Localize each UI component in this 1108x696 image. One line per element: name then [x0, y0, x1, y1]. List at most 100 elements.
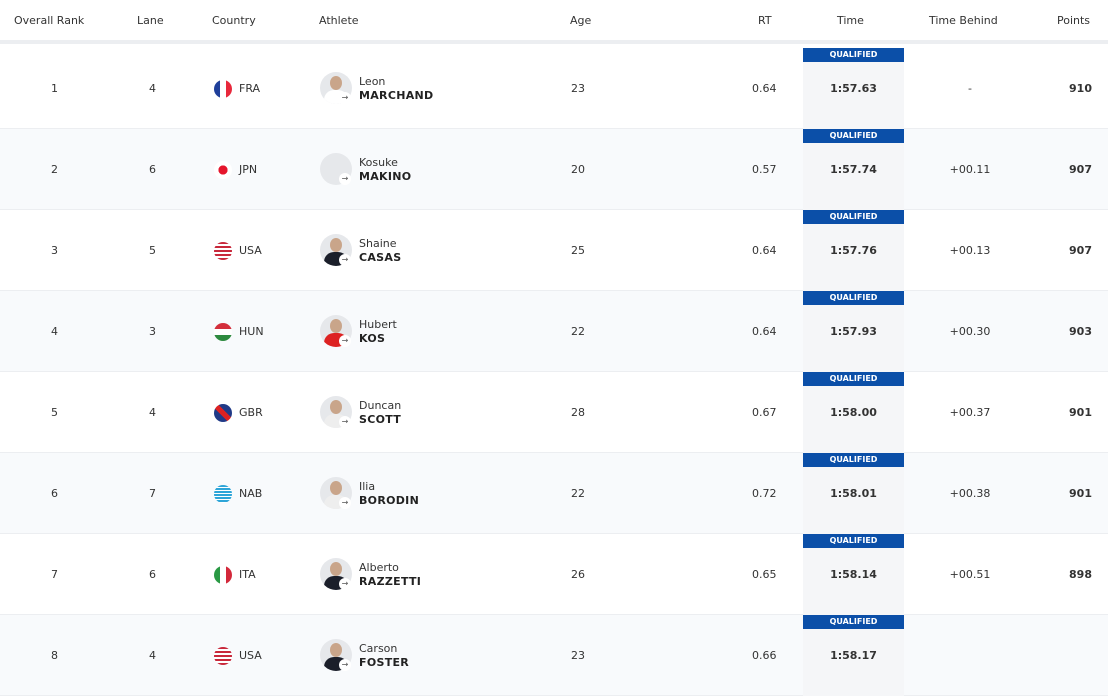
athlete-avatar[interactable]: [320, 396, 352, 428]
ita-flag-icon: [214, 566, 232, 584]
athlete-last-name[interactable]: FOSTER: [359, 656, 410, 669]
age: 20: [571, 163, 585, 176]
lane: 7: [149, 487, 156, 500]
rank: 6: [51, 487, 58, 500]
points: 898: [1069, 568, 1092, 581]
athlete-last-name[interactable]: MARCHAND: [359, 89, 434, 102]
country-code: USA: [239, 244, 262, 257]
table-row[interactable]: QUALIFIED 1 4 FRA → Leon MARCHAND 23 0.6…: [0, 48, 1108, 129]
time-behind: +00.38: [949, 487, 991, 500]
qualified-badge: QUALIFIED: [803, 210, 904, 224]
athlete-first-name[interactable]: Leon: [359, 75, 386, 88]
age: 25: [571, 244, 585, 257]
rank: 5: [51, 406, 58, 419]
athlete-last-name[interactable]: BORODIN: [359, 494, 420, 507]
athlete-first-name[interactable]: Ilia: [359, 480, 376, 493]
athlete-first-name[interactable]: Carson: [359, 642, 398, 655]
age: 22: [571, 325, 585, 338]
header-country[interactable]: Country: [212, 14, 256, 27]
arrow-right-icon[interactable]: →: [339, 659, 351, 671]
country-code: USA: [239, 649, 262, 662]
table-row[interactable]: QUALIFIED 3 5 USA → Shaine CASAS 25 0.64…: [0, 210, 1108, 291]
table-row[interactable]: QUALIFIED 4 3 HUN → Hubert KOS 22 0.64 1…: [0, 291, 1108, 372]
athlete-last-name[interactable]: RAZZETTI: [359, 575, 422, 588]
time: 1:57.93: [830, 325, 877, 338]
time-behind: +00.51: [949, 568, 991, 581]
header-time-behind[interactable]: Time Behind: [929, 14, 998, 27]
country-code: FRA: [239, 82, 261, 95]
athlete-last-name[interactable]: CASAS: [359, 251, 402, 264]
table-row[interactable]: QUALIFIED 2 6 JPN → Kosuke MAKINO 20 0.5…: [0, 129, 1108, 210]
age: 28: [571, 406, 585, 419]
points: 901: [1069, 487, 1092, 500]
reaction-time: 0.66: [752, 649, 777, 662]
reaction-time: 0.64: [752, 244, 777, 257]
athlete-last-name[interactable]: KOS: [359, 332, 386, 345]
athlete-last-name[interactable]: MAKINO: [359, 170, 412, 183]
athlete-last-name[interactable]: SCOTT: [359, 413, 402, 426]
athlete-first-name[interactable]: Shaine: [359, 237, 397, 250]
fra-flag-icon: [214, 80, 232, 98]
table-header: Overall Rank Lane Country Athlete Age RT…: [0, 0, 1108, 44]
usa-flag-icon: [214, 242, 232, 260]
table-row[interactable]: QUALIFIED 8 4 USA → Carson FOSTER 23 0.6…: [0, 615, 1108, 696]
lane: 4: [149, 649, 156, 662]
athlete-first-name[interactable]: Alberto: [359, 561, 399, 574]
points: 907: [1069, 244, 1092, 257]
points: 907: [1069, 163, 1092, 176]
arrow-right-icon[interactable]: →: [339, 578, 351, 590]
arrow-right-icon[interactable]: →: [339, 416, 351, 428]
qualified-badge: QUALIFIED: [803, 129, 904, 143]
time-behind: +00.30: [949, 325, 991, 338]
reaction-time: 0.64: [752, 82, 777, 95]
lane: 5: [149, 244, 156, 257]
header-rt[interactable]: RT: [758, 14, 772, 27]
time: 1:57.76: [830, 244, 877, 257]
arrow-right-icon[interactable]: →: [339, 335, 351, 347]
arrow-right-icon[interactable]: →: [339, 173, 351, 185]
qualified-badge: QUALIFIED: [803, 291, 904, 305]
header-time[interactable]: Time: [837, 14, 864, 27]
time-behind: -: [968, 82, 972, 95]
rank: 3: [51, 244, 58, 257]
reaction-time: 0.67: [752, 406, 777, 419]
country-code: NAB: [239, 487, 263, 500]
reaction-time: 0.72: [752, 487, 777, 500]
header-athlete[interactable]: Athlete: [319, 14, 359, 27]
points: 901: [1069, 406, 1092, 419]
qualified-badge: QUALIFIED: [803, 453, 904, 467]
qualified-badge: QUALIFIED: [803, 615, 904, 629]
lane: 3: [149, 325, 156, 338]
reaction-time: 0.64: [752, 325, 777, 338]
reaction-time: 0.57: [752, 163, 777, 176]
header-points[interactable]: Points: [1057, 14, 1091, 27]
rank: 7: [51, 568, 58, 581]
athlete-first-name[interactable]: Hubert: [359, 318, 397, 331]
header-age[interactable]: Age: [570, 14, 592, 27]
lane: 6: [149, 163, 156, 176]
header-lane[interactable]: Lane: [137, 14, 164, 27]
table-row[interactable]: QUALIFIED 7 6 ITA → Alberto RAZZETTI 26 …: [0, 534, 1108, 615]
header-rank[interactable]: Overall Rank: [14, 14, 85, 27]
table-row[interactable]: QUALIFIED 5 4 GBR → Duncan SCOTT 28 0.67…: [0, 372, 1108, 453]
gbr-flag-icon: [214, 404, 232, 422]
time-behind: +00.13: [949, 244, 991, 257]
reaction-time: 0.65: [752, 568, 777, 581]
lane: 4: [149, 82, 156, 95]
time: 1:58.14: [830, 568, 877, 581]
hun-flag-icon: [214, 323, 232, 341]
arrow-right-icon[interactable]: →: [339, 92, 351, 104]
athlete-first-name[interactable]: Duncan: [359, 399, 402, 412]
nab-flag-icon: [214, 485, 232, 503]
arrow-right-icon[interactable]: →: [339, 497, 351, 509]
table-row[interactable]: QUALIFIED 6 7 NAB → Ilia BORODIN 22 0.72…: [0, 453, 1108, 534]
rank: 8: [51, 649, 58, 662]
rank: 4: [51, 325, 58, 338]
time: 1:57.63: [830, 82, 877, 95]
qualified-badge: QUALIFIED: [803, 48, 904, 62]
country-code: JPN: [239, 163, 258, 176]
time-behind: +00.37: [949, 406, 991, 419]
arrow-right-icon[interactable]: →: [339, 254, 351, 266]
time: 1:57.74: [830, 163, 877, 176]
athlete-first-name[interactable]: Kosuke: [359, 156, 398, 169]
